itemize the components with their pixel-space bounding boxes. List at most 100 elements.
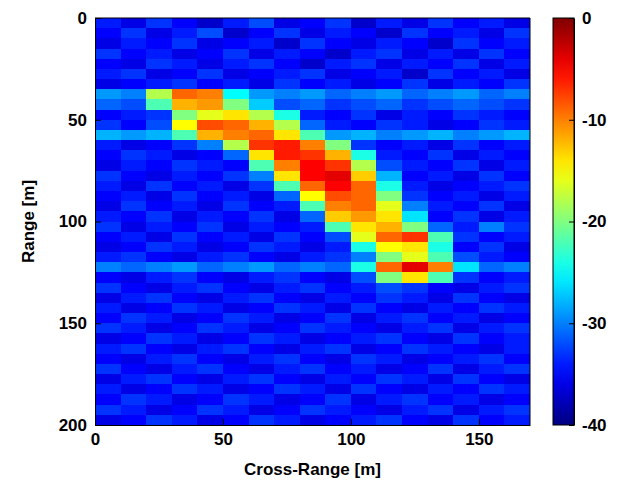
heatmap-cell xyxy=(428,364,454,375)
heatmap-cell xyxy=(274,28,300,39)
heatmap-cell xyxy=(504,354,530,365)
heatmap-cell xyxy=(325,69,351,80)
heatmap-cell xyxy=(351,252,377,263)
heatmap-cell xyxy=(504,252,530,263)
heatmap-cell xyxy=(121,130,147,141)
heatmap-cell xyxy=(197,89,223,100)
heatmap-cell xyxy=(376,69,402,80)
heatmap-cell xyxy=(197,272,223,283)
heatmap-cell xyxy=(146,303,172,314)
heatmap-cell xyxy=(274,191,300,202)
heatmap-cell xyxy=(274,303,300,314)
heatmap-cell xyxy=(172,364,198,375)
heatmap-cell xyxy=(453,140,479,151)
heatmap-cell xyxy=(249,344,275,355)
heatmap-cell xyxy=(146,354,172,365)
heatmap-cell xyxy=(95,160,121,171)
heatmap-cell xyxy=(223,283,249,294)
heatmap-cell xyxy=(351,69,377,80)
heatmap-cell xyxy=(376,374,402,385)
tick: -30 xyxy=(569,314,607,333)
heatmap-cell xyxy=(376,354,402,365)
heatmap-cell xyxy=(351,333,377,344)
heatmap-cell xyxy=(479,120,505,131)
heatmap-cell xyxy=(274,120,300,131)
heatmap-cell xyxy=(172,191,198,202)
heatmap-cell xyxy=(249,38,275,49)
heatmap-cell xyxy=(453,384,479,395)
heatmap-cell xyxy=(274,222,300,233)
tick: -10 xyxy=(569,111,607,130)
heatmap-cell xyxy=(453,222,479,233)
heatmap-cell xyxy=(428,120,454,131)
heatmap-cell xyxy=(402,394,428,405)
heatmap-cell xyxy=(504,313,530,324)
heatmap-cell xyxy=(453,394,479,405)
heatmap-cell xyxy=(274,18,300,29)
heatmap-cell xyxy=(121,140,147,151)
heatmap-cell xyxy=(402,364,428,375)
heatmap-cell xyxy=(428,384,454,395)
heatmap-cell xyxy=(95,89,121,100)
tick-mark xyxy=(95,323,101,324)
heatmap-cell xyxy=(172,405,198,416)
heatmap-cell xyxy=(428,140,454,151)
tick: 100 xyxy=(337,419,365,449)
heatmap-cell xyxy=(223,120,249,131)
heatmap-cell xyxy=(402,252,428,263)
heatmap-cell xyxy=(197,262,223,273)
heatmap-cell xyxy=(325,364,351,375)
heatmap-cell xyxy=(223,38,249,49)
heatmap-cell xyxy=(479,303,505,314)
heatmap-cell xyxy=(325,252,351,263)
heatmap-cell xyxy=(146,283,172,294)
heatmap-cell xyxy=(121,313,147,324)
heatmap-cell xyxy=(428,49,454,60)
heatmap-cell xyxy=(325,232,351,243)
heatmap-cell xyxy=(95,303,121,314)
heatmap-cell xyxy=(479,191,505,202)
heatmap-cell xyxy=(274,150,300,161)
heatmap-cell xyxy=(146,150,172,161)
heatmap-cell xyxy=(223,252,249,263)
heatmap-cell xyxy=(479,140,505,151)
heatmap-cell xyxy=(146,38,172,49)
heatmap-cell xyxy=(172,374,198,385)
heatmap-cell xyxy=(274,160,300,171)
heatmap-cell xyxy=(376,384,402,395)
heatmap-cell xyxy=(197,293,223,304)
heatmap-cell xyxy=(325,110,351,121)
heatmap-cell xyxy=(274,59,300,70)
heatmap-cell xyxy=(121,201,147,212)
heatmap-cell xyxy=(402,28,428,39)
heatmap-cell xyxy=(325,18,351,29)
heatmap-cell xyxy=(376,252,402,263)
heatmap-cell xyxy=(428,201,454,212)
heatmap-cell xyxy=(453,120,479,131)
heatmap-cell xyxy=(274,354,300,365)
heatmap-cell xyxy=(402,69,428,80)
tick-label: -40 xyxy=(582,416,607,435)
heatmap-cell xyxy=(223,272,249,283)
heatmap-cell xyxy=(95,272,121,283)
heatmap-cell xyxy=(172,293,198,304)
heatmap-cell xyxy=(504,222,530,233)
heatmap-cell xyxy=(274,89,300,100)
heatmap-cell xyxy=(351,191,377,202)
heatmap-cell xyxy=(325,160,351,171)
heatmap-cell xyxy=(223,405,249,416)
heatmap-cell xyxy=(146,59,172,70)
heatmap-cell xyxy=(325,191,351,202)
heatmap-cell xyxy=(504,110,530,121)
heatmap-cell xyxy=(121,110,147,121)
heatmap-cell xyxy=(249,211,275,222)
heatmap-cell xyxy=(249,201,275,212)
heatmap-cell xyxy=(121,405,147,416)
heatmap-cell xyxy=(504,38,530,49)
heatmap-cell xyxy=(428,283,454,294)
heatmap-cell xyxy=(223,262,249,273)
heatmap-cell xyxy=(504,150,530,161)
heatmap-cell xyxy=(479,130,505,141)
heatmap-cell xyxy=(479,69,505,80)
heatmap-cell xyxy=(428,242,454,253)
